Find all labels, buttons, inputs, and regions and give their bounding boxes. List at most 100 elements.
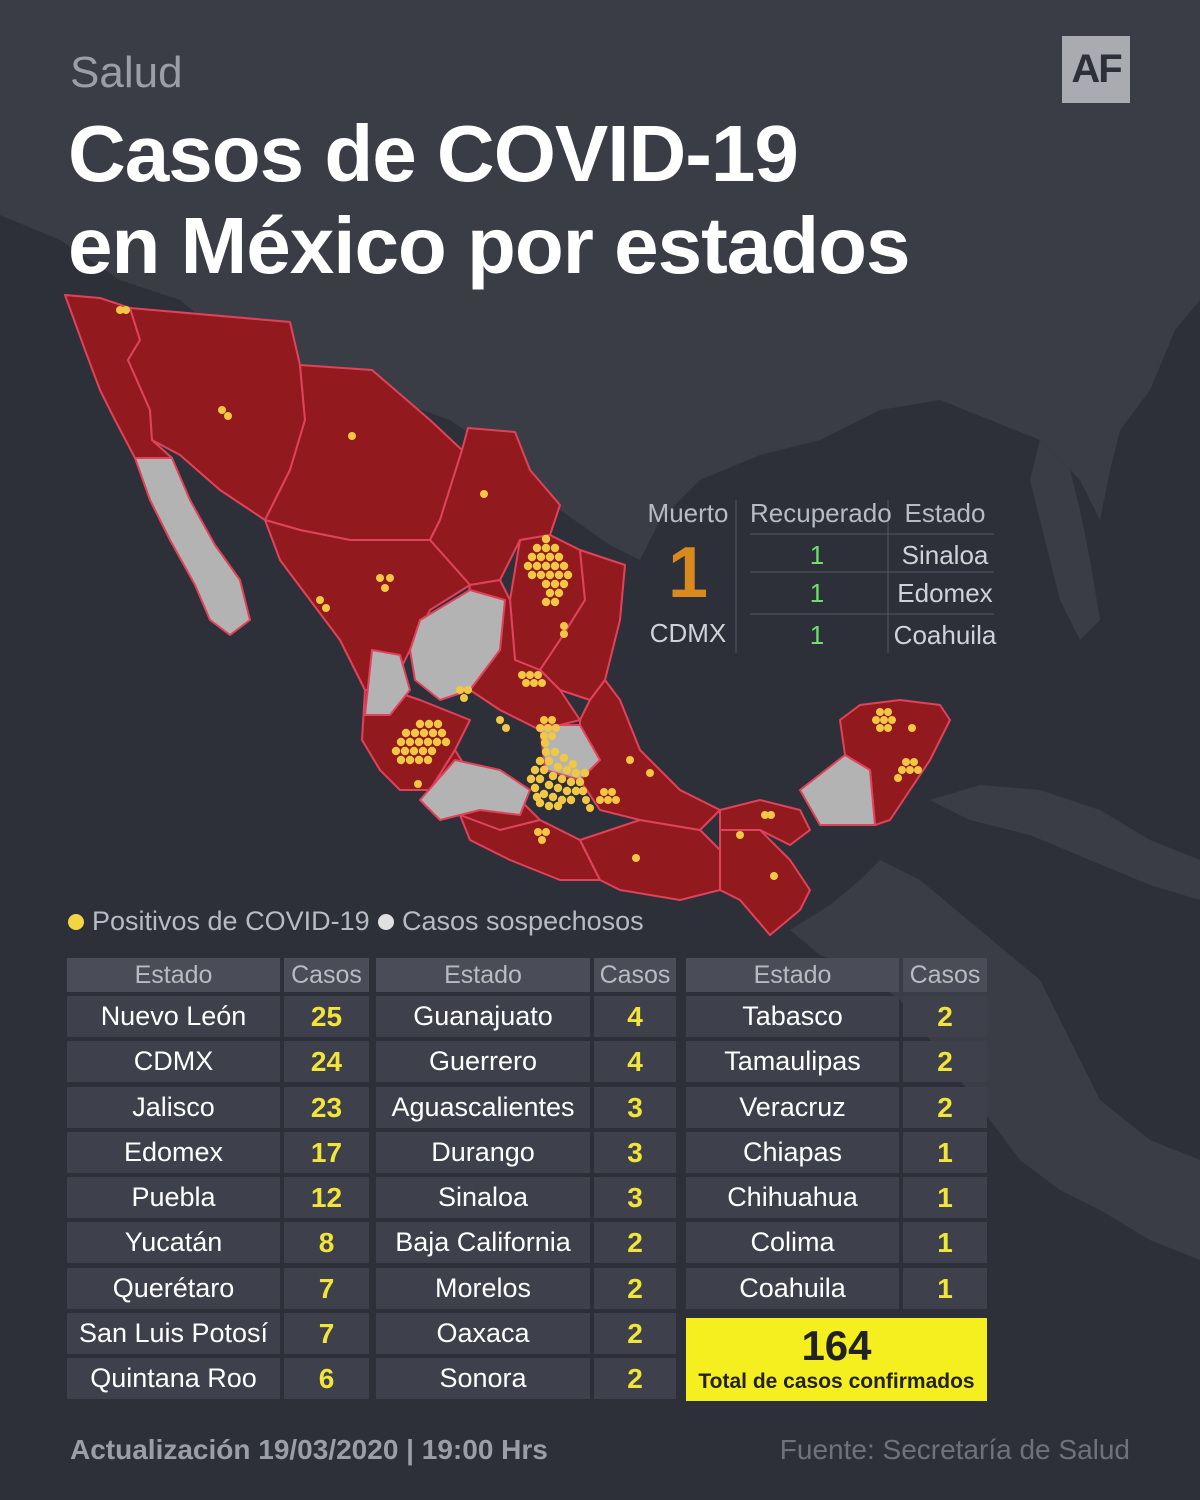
case-dot bbox=[557, 774, 567, 784]
case-count: 3 bbox=[594, 1086, 676, 1128]
tabasco-state bbox=[719, 799, 811, 846]
table-row: Chihuahua 1 bbox=[686, 1177, 987, 1219]
case-dot bbox=[560, 622, 568, 630]
case-count: 2 bbox=[594, 1222, 676, 1264]
legend-sospechosos: Casos sospechosos bbox=[378, 906, 644, 937]
case-dot bbox=[604, 796, 612, 804]
case-dot bbox=[496, 716, 504, 724]
case-dot bbox=[532, 792, 542, 802]
case-dot bbox=[544, 780, 554, 790]
case-dot bbox=[761, 811, 769, 819]
case-dot bbox=[578, 786, 588, 796]
case-dot bbox=[553, 801, 563, 811]
case-dot bbox=[410, 728, 420, 738]
state-name: Guerrero bbox=[376, 1041, 590, 1083]
state-name: Oaxaca bbox=[376, 1313, 590, 1355]
state-name: San Luis Potosí bbox=[67, 1313, 280, 1355]
case-dot bbox=[571, 768, 581, 778]
state-name: Sinaloa bbox=[376, 1177, 590, 1219]
cluster-jalisco bbox=[391, 719, 451, 765]
case-count: 2 bbox=[903, 1086, 987, 1128]
case-dot bbox=[414, 737, 424, 747]
case-count: 1 bbox=[903, 1177, 987, 1219]
case-dot bbox=[876, 708, 884, 716]
estado-header: Estado bbox=[904, 498, 986, 528]
state-name: Baja California bbox=[376, 1222, 590, 1264]
case-dot bbox=[571, 786, 581, 796]
case-dot bbox=[545, 588, 555, 598]
case-dot bbox=[550, 579, 560, 589]
case-dot bbox=[560, 630, 568, 638]
table-row: Puebla 12 bbox=[67, 1177, 369, 1219]
case-dot bbox=[224, 412, 232, 420]
table-row: Yucatán 8 bbox=[67, 1222, 369, 1264]
legend-positivos: Positivos de COVID-19 bbox=[68, 906, 370, 937]
case-dot bbox=[530, 765, 540, 775]
tamaulipas-state bbox=[539, 549, 626, 701]
case-count: 3 bbox=[594, 1177, 676, 1219]
case-dot bbox=[536, 724, 544, 732]
case-dot bbox=[460, 694, 468, 702]
oaxaca-state bbox=[579, 819, 731, 901]
case-dot bbox=[554, 552, 564, 562]
case-dot bbox=[888, 716, 896, 724]
source-credit: Fuente: Secretaría de Salud bbox=[779, 1434, 1130, 1465]
cluster-cdmx-edomex bbox=[526, 738, 590, 811]
case-dot bbox=[539, 789, 549, 799]
case-dot bbox=[554, 570, 564, 580]
deaths-recovered-panel: Muerto 1 CDMX Recuperado Estado 1 Sinalo… bbox=[640, 498, 1000, 658]
case-dot bbox=[550, 561, 560, 571]
case-dot bbox=[908, 724, 916, 732]
state-name: Yucatán bbox=[67, 1222, 280, 1264]
case-dot bbox=[532, 543, 542, 553]
case-dot bbox=[562, 765, 572, 775]
case-dot bbox=[523, 561, 533, 571]
case-dot bbox=[544, 756, 554, 766]
case-dot bbox=[580, 768, 590, 778]
table-row: Tamaulipas 2 bbox=[686, 1041, 987, 1083]
case-dot bbox=[405, 737, 415, 747]
case-dot bbox=[536, 552, 546, 562]
case-dot bbox=[527, 570, 537, 580]
legend-positivos-label: Positivos de COVID-19 bbox=[92, 906, 370, 936]
title-line-1: Casos de COVID-19 bbox=[68, 109, 799, 198]
case-dot bbox=[535, 774, 545, 784]
recovered-count: 1 bbox=[809, 620, 825, 650]
case-dot bbox=[539, 765, 549, 775]
case-dot bbox=[391, 746, 401, 756]
recovered-state: Coahuila bbox=[893, 620, 997, 650]
case-count: 4 bbox=[594, 1041, 676, 1083]
column-header-casos: Casos bbox=[284, 958, 369, 992]
table-row: Oaxaca 2 bbox=[376, 1313, 676, 1355]
muerto-header: Muerto bbox=[647, 498, 729, 528]
case-dot bbox=[536, 570, 546, 580]
table-row: San Luis Potosí 7 bbox=[67, 1313, 369, 1355]
case-dot bbox=[322, 604, 330, 612]
case-count: 7 bbox=[284, 1313, 369, 1355]
state-name: Aguascalientes bbox=[376, 1086, 590, 1128]
case-dot bbox=[548, 771, 558, 781]
state-name: Quintana Roo bbox=[67, 1358, 280, 1400]
case-dot bbox=[612, 796, 620, 804]
cases-table-2: Estado Casos Guanajuato 4 Guerrero 4 Aguas… bbox=[376, 958, 676, 1404]
column-header-estado: Estado bbox=[686, 958, 899, 992]
table-row: Aguascalientes 3 bbox=[376, 1086, 676, 1128]
case-dot bbox=[902, 758, 910, 766]
case-dot bbox=[530, 783, 540, 793]
case-count: 6 bbox=[284, 1358, 369, 1400]
case-dot bbox=[646, 769, 654, 777]
column-header-estado: Estado bbox=[67, 958, 280, 992]
veracruz-puebla-state bbox=[579, 679, 721, 831]
case-dot bbox=[575, 777, 585, 787]
legend-sospechosos-label: Casos sospechosos bbox=[402, 906, 644, 936]
column-header-casos: Casos bbox=[594, 958, 676, 992]
case-dot bbox=[550, 543, 560, 553]
case-dot bbox=[568, 759, 578, 769]
gray-dot-icon bbox=[378, 913, 394, 930]
case-dot bbox=[884, 724, 892, 732]
case-count: 8 bbox=[284, 1222, 369, 1264]
case-dot bbox=[884, 708, 892, 716]
case-dot bbox=[898, 766, 906, 774]
campeche-state bbox=[799, 754, 876, 826]
